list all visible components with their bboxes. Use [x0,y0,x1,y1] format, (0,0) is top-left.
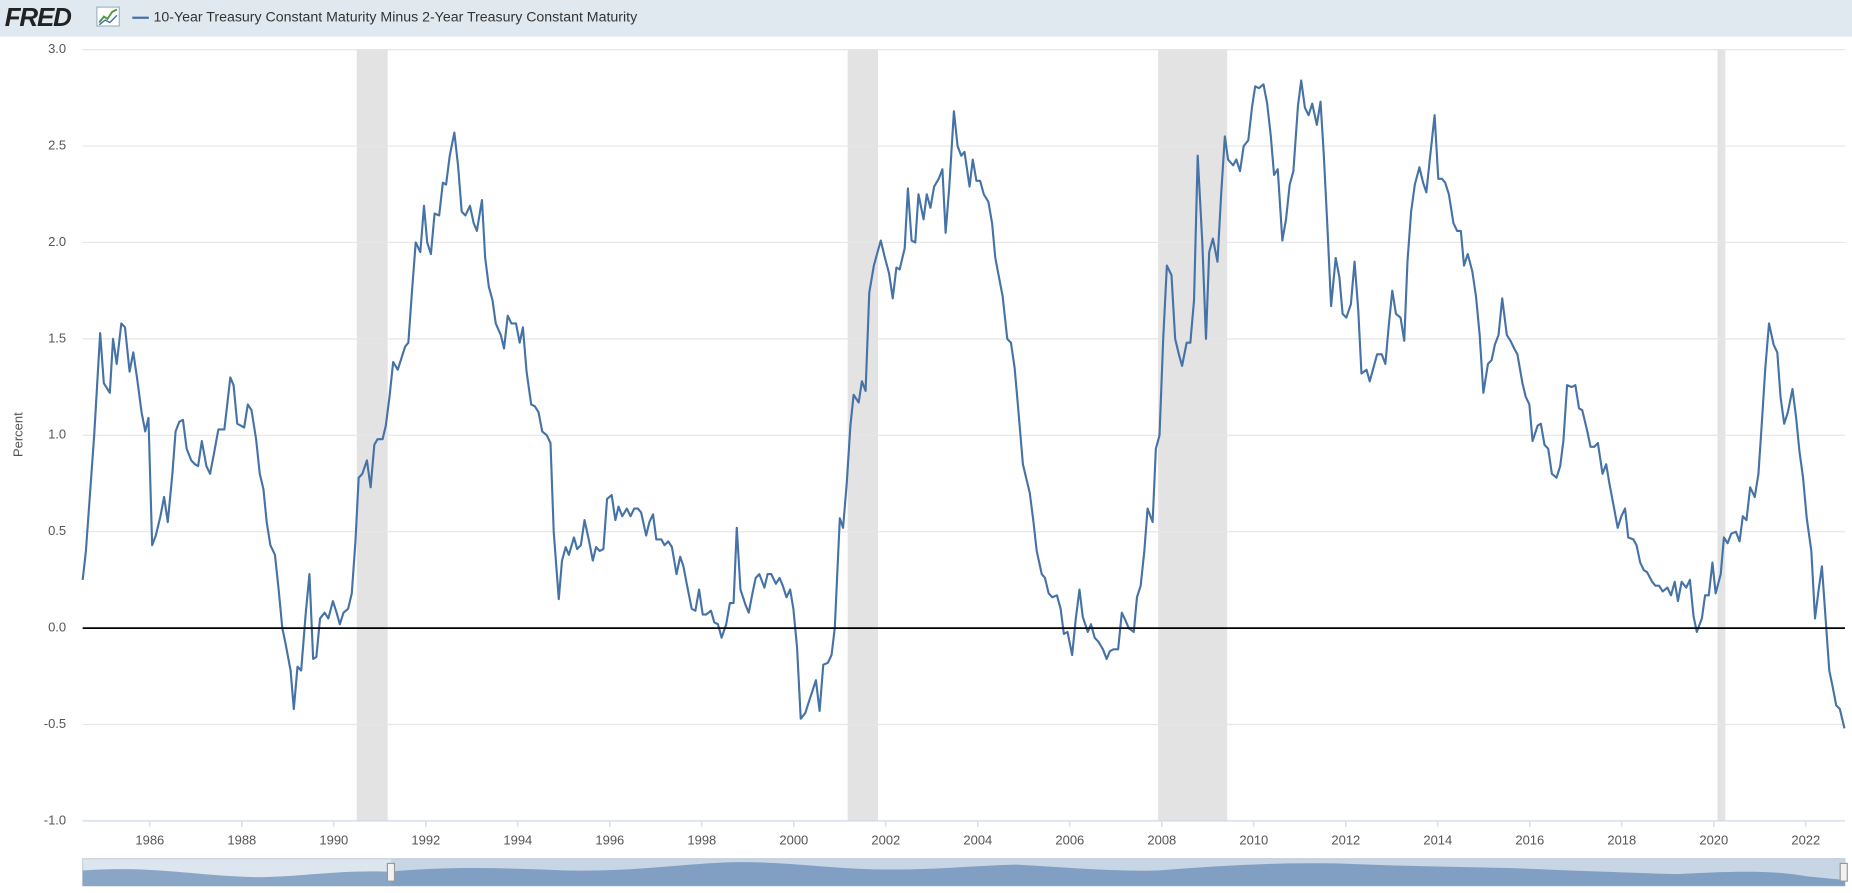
x-tick-label: 1994 [503,832,532,847]
x-tick-label: 2002 [871,832,900,847]
x-tick-label: 2004 [963,832,992,847]
y-tick-label: 2.0 [48,234,66,249]
x-tick-label: 1986 [135,832,164,847]
x-tick-label: 1998 [687,832,716,847]
x-tick-label: 2000 [779,832,808,847]
x-tick-label: 2014 [1423,832,1452,847]
x-tick-label: 2018 [1607,832,1636,847]
x-tick-label: 1992 [411,832,440,847]
logo: FRED [5,2,72,32]
y-tick-label: -0.5 [44,716,66,731]
y-tick-label: -1.0 [44,812,66,827]
x-tick-label: 1990 [319,832,348,847]
series-line [81,79,1846,729]
navigator[interactable] [82,858,1848,887]
y-tick-label: 0.0 [48,620,66,635]
x-tick-label: 2006 [1055,832,1084,847]
y-tick-label: 1.5 [48,330,66,345]
logo-icon [96,6,120,27]
header-bar [0,0,1852,37]
x-tick-label: 2016 [1515,832,1544,847]
plot [81,79,1846,729]
x-tick-label: 1996 [595,832,624,847]
y-tick-label: 3.0 [48,41,66,56]
y-tick-label: 0.5 [48,523,66,538]
x-tick-label: 1988 [227,832,256,847]
legend-label[interactable]: 10-Year Treasury Constant Maturity Minus… [154,10,639,26]
x-tick-label: 2022 [1791,832,1820,847]
y-axis-label: Percent [10,412,25,457]
x-tick-label: 2012 [1331,832,1360,847]
y-tick-label: 1.0 [48,427,66,442]
x-tick-label: 2020 [1699,832,1728,847]
axes: -1.0 -0.5 0.0 0.5 1.0 1.5 2.0 2.5 3.0 1986 1988 199… [44,41,1845,847]
x-tick-label: 2008 [1147,832,1176,847]
y-tick-label: 2.5 [48,137,66,152]
x-tick-label: 2010 [1239,832,1268,847]
